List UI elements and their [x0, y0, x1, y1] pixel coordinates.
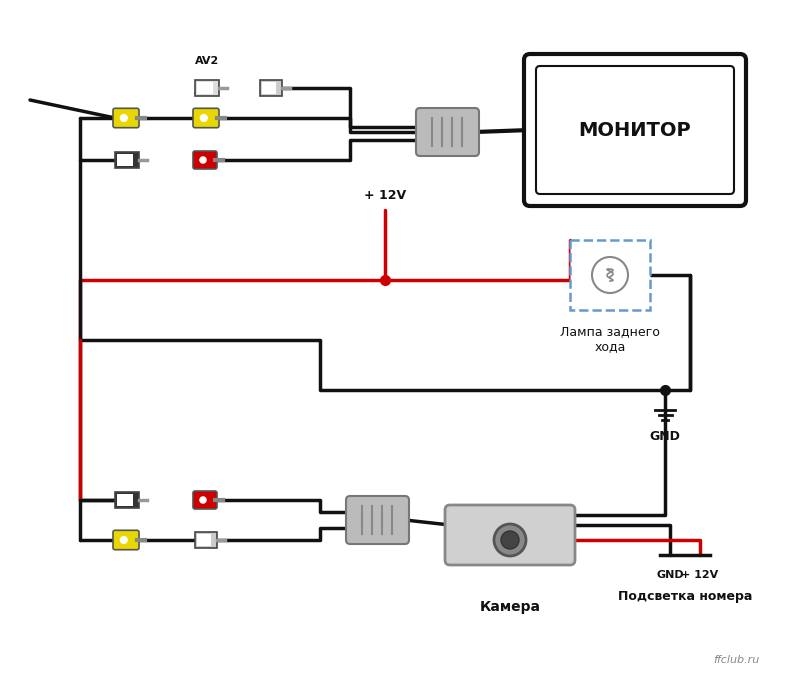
Bar	[117, 494, 133, 506]
Bar	[262, 82, 276, 94]
Bar	[115, 152, 139, 168]
Bar	[195, 532, 217, 548]
Bar	[117, 154, 133, 166]
Circle shape	[592, 257, 628, 293]
FancyBboxPatch shape	[193, 491, 217, 509]
Text: ffclub.ru: ffclub.ru	[714, 655, 760, 665]
Bar	[197, 82, 213, 94]
Text: GND: GND	[650, 430, 681, 443]
Circle shape	[201, 115, 207, 121]
Text: GND: GND	[656, 570, 684, 580]
FancyBboxPatch shape	[113, 108, 139, 128]
Text: + 12V: + 12V	[682, 570, 718, 580]
Text: AV1: AV1	[194, 86, 218, 96]
FancyBboxPatch shape	[113, 531, 139, 550]
Bar	[570, 240, 650, 310]
Text: Камера: Камера	[479, 600, 541, 614]
FancyBboxPatch shape	[193, 151, 217, 169]
Circle shape	[200, 157, 206, 163]
Bar	[195, 80, 219, 96]
Bar	[260, 80, 282, 96]
Text: + 12V: + 12V	[364, 189, 406, 202]
FancyBboxPatch shape	[193, 108, 219, 128]
Circle shape	[494, 524, 526, 556]
Circle shape	[121, 537, 127, 544]
FancyBboxPatch shape	[536, 66, 734, 194]
FancyBboxPatch shape	[524, 54, 746, 206]
Circle shape	[501, 531, 519, 549]
Text: Подсветка номера: Подсветка номера	[618, 590, 752, 603]
Bar	[197, 534, 211, 546]
FancyBboxPatch shape	[346, 496, 409, 544]
FancyBboxPatch shape	[416, 108, 479, 156]
FancyBboxPatch shape	[445, 505, 575, 565]
Text: AV2: AV2	[195, 56, 219, 66]
Circle shape	[121, 115, 127, 121]
Text: МОНИТОР: МОНИТОР	[578, 121, 691, 140]
Bar	[115, 492, 139, 508]
Circle shape	[200, 497, 206, 503]
Text: Лампа заднего
хода: Лампа заднего хода	[560, 325, 660, 353]
